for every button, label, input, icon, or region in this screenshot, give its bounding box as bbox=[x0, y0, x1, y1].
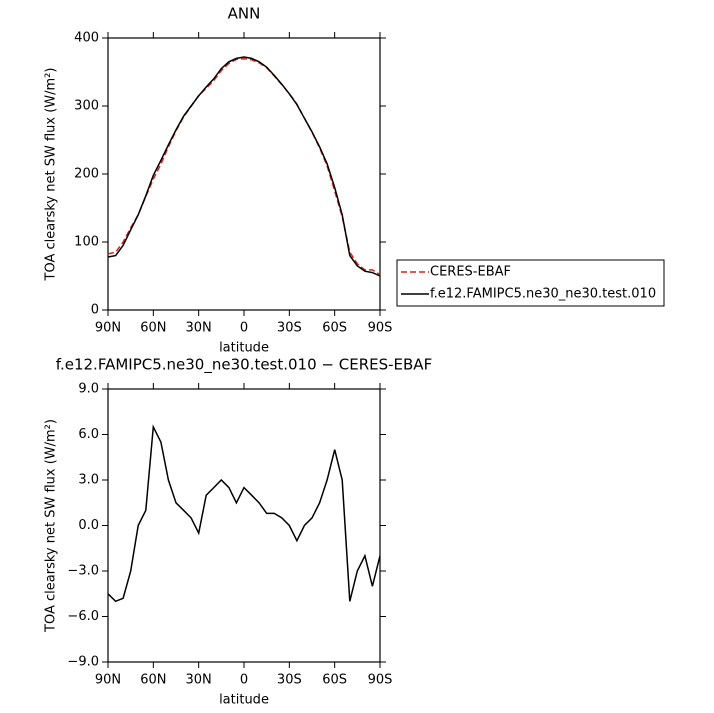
x-tick-label: 0 bbox=[240, 673, 248, 688]
y-axis-label: TOA clearsky net SW flux (W/m²) bbox=[44, 68, 59, 282]
legend-box bbox=[396, 259, 665, 307]
x-tick-label: 30S bbox=[277, 673, 302, 688]
y-tick-label: 6.0 bbox=[78, 427, 99, 442]
y-tick-label: 3.0 bbox=[78, 473, 99, 488]
x-tick-label: 60S bbox=[322, 321, 347, 336]
data-line bbox=[107, 424, 381, 603]
y-tick-label: −9.0 bbox=[67, 655, 99, 670]
y-axis-label: TOA clearsky net SW flux (W/m²) bbox=[44, 419, 59, 633]
y-tick-label: 400 bbox=[74, 31, 99, 46]
x-tick-label: 0 bbox=[240, 321, 248, 336]
data-line bbox=[107, 57, 381, 276]
x-tick-label: 60N bbox=[140, 673, 166, 688]
data-line bbox=[107, 56, 381, 277]
x-tick-label: 30N bbox=[186, 321, 212, 336]
x-tick-label: 60S bbox=[322, 673, 347, 688]
y-tick-label: −6.0 bbox=[67, 609, 99, 624]
x-tick-label: 90S bbox=[368, 673, 393, 688]
plot-frame bbox=[107, 388, 381, 663]
x-axis-label: latitude bbox=[219, 693, 269, 708]
y-tick-label: 100 bbox=[74, 235, 99, 250]
x-tick-label: 30S bbox=[277, 321, 302, 336]
x-tick-label: 30N bbox=[186, 673, 212, 688]
y-tick-label: −3.0 bbox=[67, 564, 99, 579]
chart-title: f.e12.FAMIPC5.ne30_ne30.test.010 − CERES… bbox=[56, 356, 432, 375]
x-axis-label: latitude bbox=[219, 341, 269, 356]
legend-label: CERES-EBAF bbox=[430, 265, 511, 280]
x-tick-label: 60N bbox=[140, 321, 166, 336]
y-tick-label: 0 bbox=[91, 303, 99, 318]
chart-title: ANN bbox=[228, 5, 261, 23]
y-tick-label: 300 bbox=[74, 99, 99, 114]
x-tick-label: 90N bbox=[95, 321, 121, 336]
y-tick-label: 9.0 bbox=[78, 382, 99, 397]
plot-frame bbox=[107, 37, 381, 311]
x-tick-label: 90S bbox=[368, 321, 393, 336]
legend-label: f.e12.FAMIPC5.ne30_ne30.test.010 bbox=[430, 287, 656, 302]
y-tick-label: 0.0 bbox=[78, 518, 99, 533]
x-tick-label: 90N bbox=[95, 673, 121, 688]
y-tick-label: 200 bbox=[74, 167, 99, 182]
